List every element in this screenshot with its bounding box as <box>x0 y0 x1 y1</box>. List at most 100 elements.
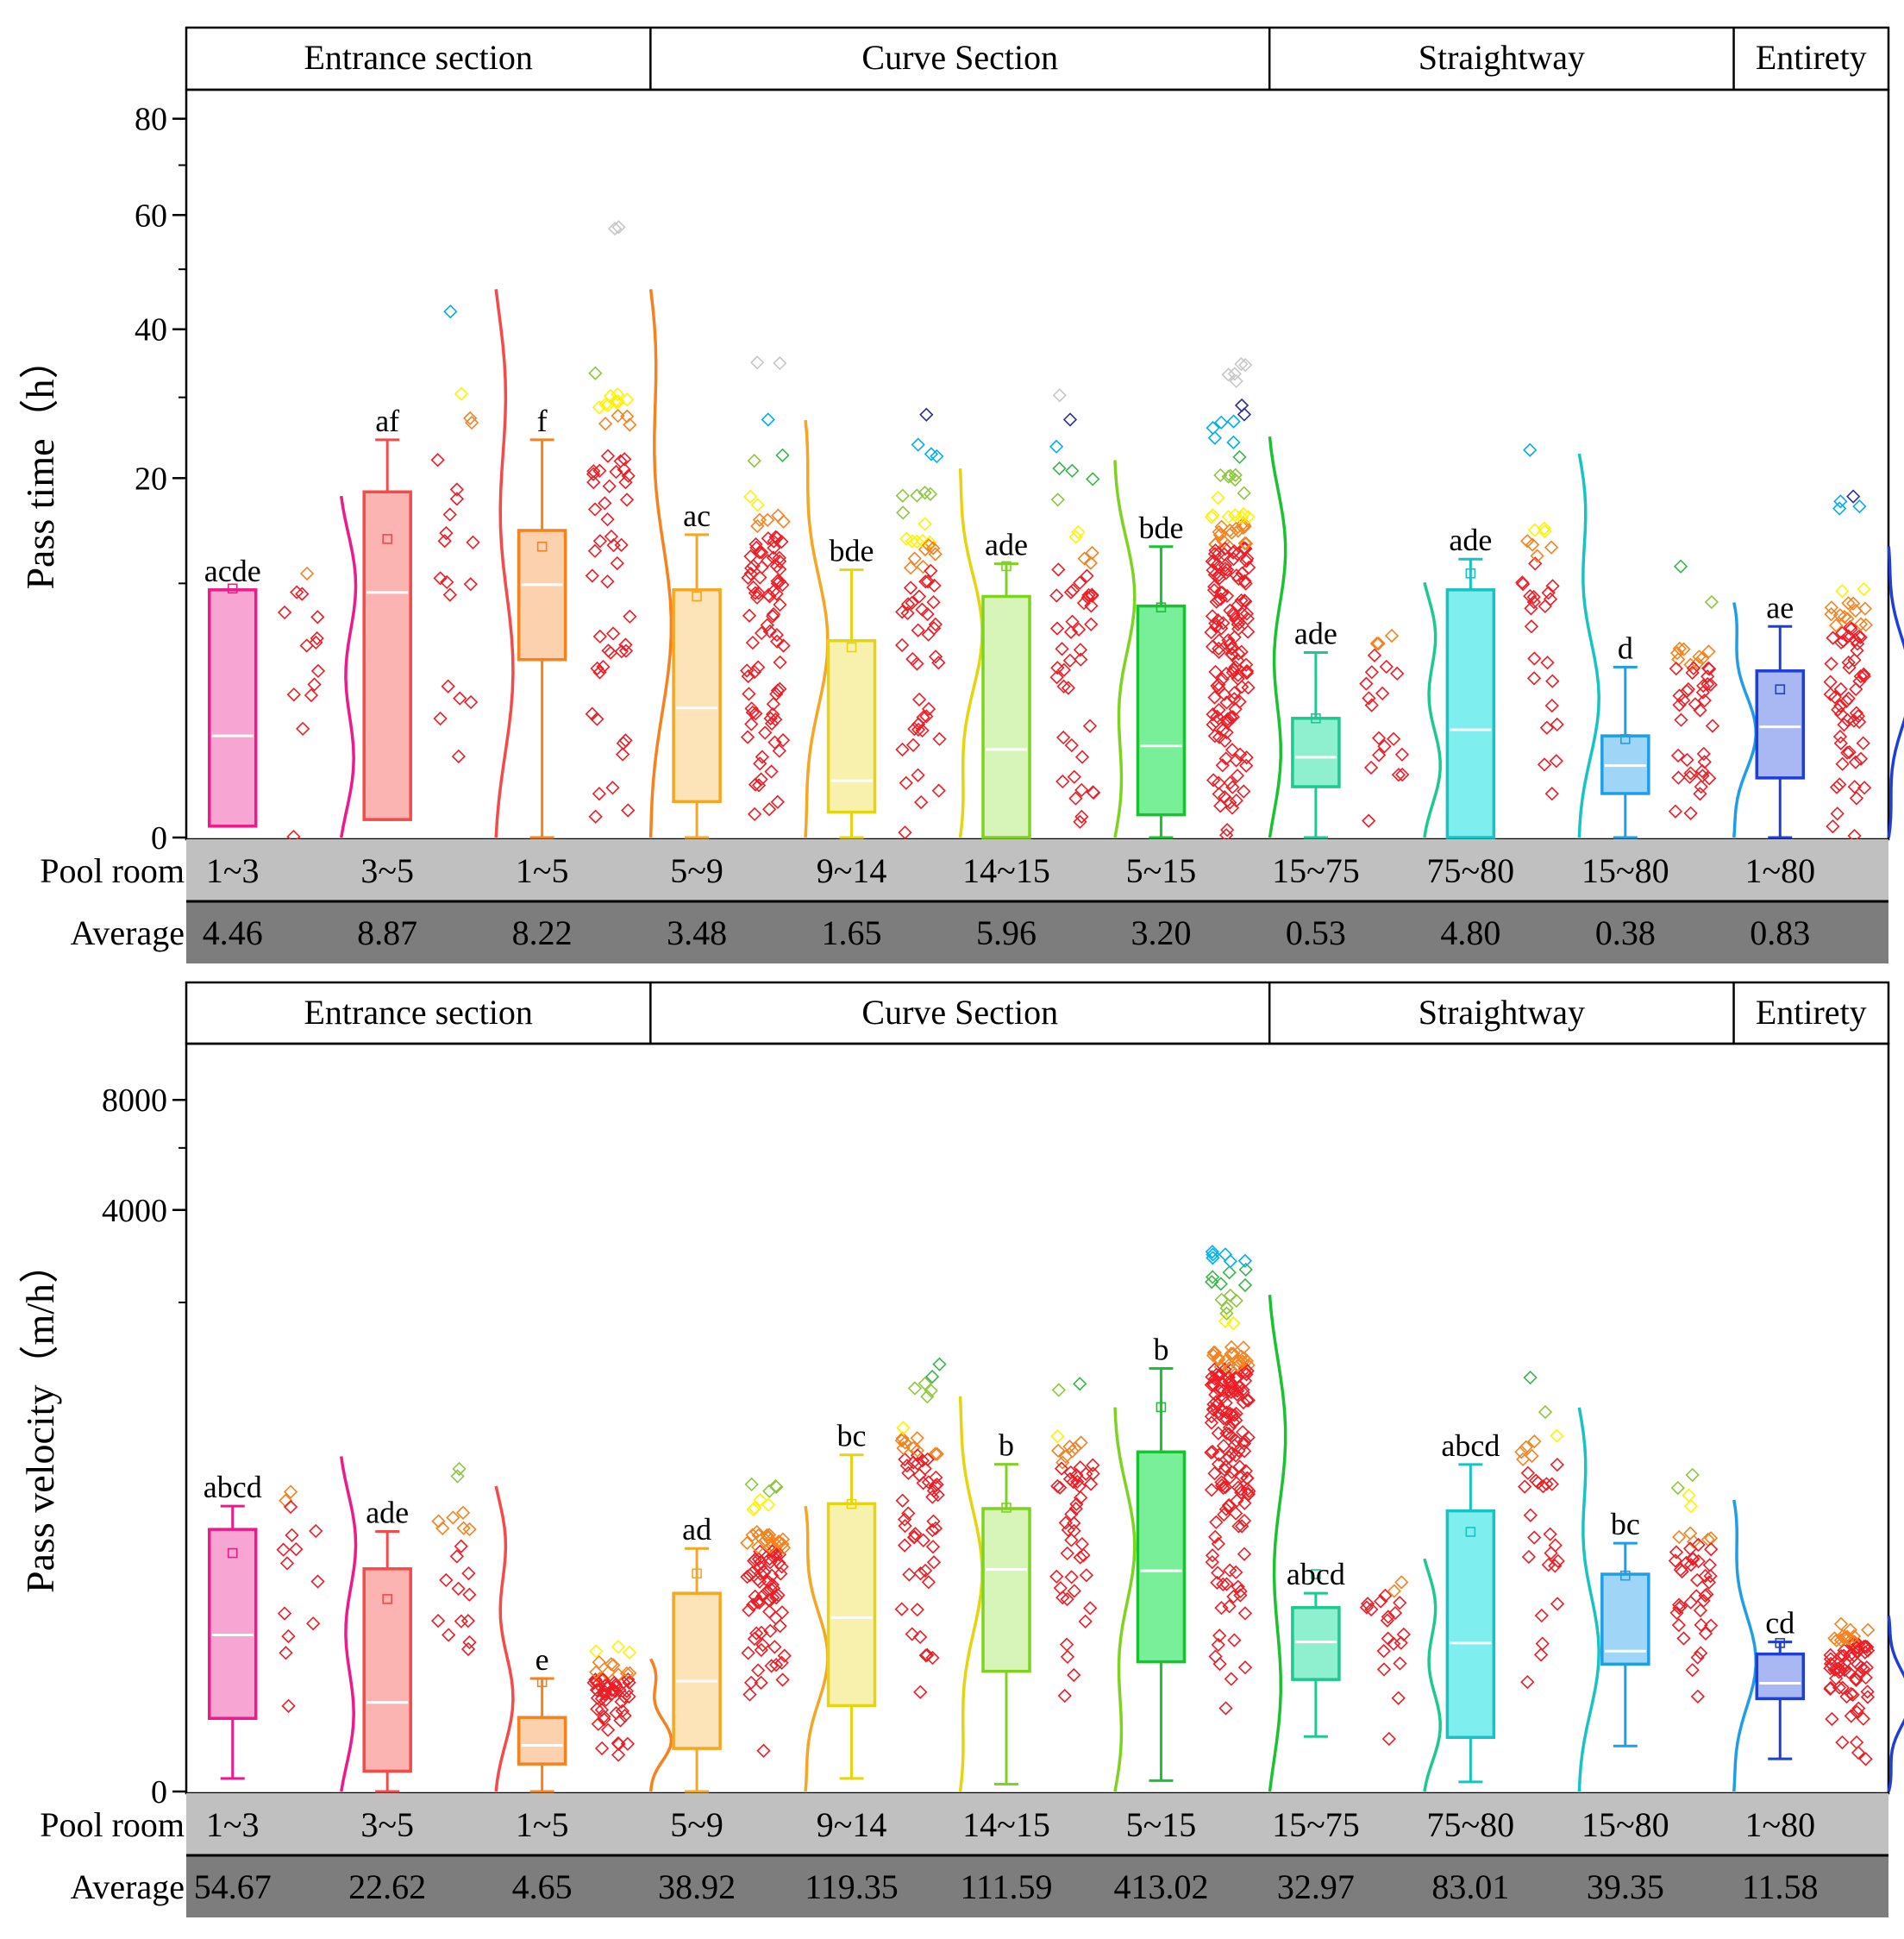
scatter-point <box>774 1605 790 1620</box>
scatter-point <box>931 783 946 798</box>
scatter-point <box>911 1456 925 1471</box>
scatter-point <box>1237 1547 1252 1561</box>
scatter-point <box>1693 703 1707 718</box>
scatter-point <box>742 1567 757 1583</box>
scatter-point <box>602 479 617 493</box>
scatter-point <box>913 1629 928 1645</box>
scatter-point <box>1209 1395 1224 1409</box>
scatter-point <box>1205 1554 1219 1570</box>
scatter-point <box>1545 674 1560 688</box>
scatter-point <box>1702 1558 1717 1572</box>
scatter-point <box>1237 1606 1253 1621</box>
scatter-point <box>1223 1563 1237 1578</box>
scatter-point <box>1241 510 1256 524</box>
scatter-point <box>1850 1704 1864 1719</box>
scatter-point <box>1232 694 1247 709</box>
scatter-point <box>1523 442 1538 457</box>
scatter-point <box>1214 415 1229 430</box>
scatter-point <box>1239 750 1254 765</box>
iqr-box <box>1755 669 1806 780</box>
scatter-point <box>1216 1383 1231 1398</box>
pool-room-value: 5~9 <box>670 1805 723 1844</box>
scatter-point <box>1083 1477 1099 1491</box>
scatter-point <box>1846 1628 1862 1644</box>
scatter-point <box>1218 733 1232 749</box>
scatter-point <box>277 605 292 620</box>
average-label: Average <box>71 1867 185 1906</box>
scatter-point <box>1698 1588 1713 1603</box>
scatter-point <box>1529 1473 1544 1488</box>
significance-letter: abcd <box>204 1470 262 1504</box>
scatter-point <box>1703 1618 1719 1633</box>
scatter-point <box>1833 706 1849 722</box>
scatter-point <box>1223 710 1238 725</box>
scatter-point <box>761 512 775 527</box>
scatter-point <box>1214 1601 1229 1616</box>
scatter-point <box>433 711 448 726</box>
scatter-point <box>453 691 467 706</box>
scatter-point <box>1058 1449 1074 1464</box>
scatter-point <box>1688 697 1703 712</box>
scatter-point <box>1212 1368 1227 1383</box>
scatter-point <box>1238 1464 1253 1478</box>
box-group: abcd <box>1441 1371 1600 1792</box>
average-value: 413.02 <box>1113 1867 1208 1906</box>
scatter-point <box>589 1644 604 1659</box>
scatter-point <box>920 1452 935 1467</box>
scatter-point <box>1233 1482 1248 1497</box>
scatter-point <box>1685 1467 1700 1483</box>
scatter-point <box>915 1453 930 1468</box>
scatter-point <box>916 1533 930 1547</box>
scatter-point <box>1065 463 1080 478</box>
scatter-point <box>756 1743 771 1758</box>
scatter-point <box>1211 1637 1225 1653</box>
scatter-point <box>1367 648 1382 662</box>
scatter-point <box>1221 633 1236 648</box>
section-label: Entrance section <box>304 993 532 1032</box>
scatter-point <box>751 1663 766 1678</box>
iqr-box <box>1136 1450 1187 1664</box>
scatter-point <box>761 412 775 427</box>
scatter-point <box>1085 588 1099 603</box>
density-curve <box>1113 1407 1137 1792</box>
scatter-point <box>898 1519 912 1534</box>
scatter-point <box>1694 1617 1708 1632</box>
scatter-point <box>1825 1711 1839 1727</box>
scatter-point <box>767 1640 782 1654</box>
scatter-point <box>741 668 755 684</box>
scatter-point <box>772 554 787 568</box>
scatter-point <box>283 1484 298 1499</box>
scatter-point <box>449 482 464 497</box>
mean-marker <box>1465 568 1476 579</box>
scatter-point <box>1857 667 1871 681</box>
box-group: f <box>517 220 673 839</box>
scatter-point <box>1696 678 1711 693</box>
scatter-point <box>1682 769 1697 785</box>
scatter-point <box>1234 644 1249 659</box>
scatter-point <box>923 486 938 502</box>
scatter-point <box>752 1574 767 1589</box>
scatter-point <box>1204 1409 1219 1424</box>
scatter-point <box>1857 581 1871 597</box>
scatter-point <box>309 1523 323 1539</box>
scatter-point <box>1682 1488 1696 1503</box>
scatter-point <box>1221 1427 1237 1441</box>
scatter-point <box>463 694 479 710</box>
mean-marker <box>382 534 392 544</box>
scatter-point <box>1537 757 1552 772</box>
scatter-point <box>1218 558 1233 573</box>
y-tick-label: 4000 <box>102 1193 167 1229</box>
scatter-point <box>1550 1597 1565 1611</box>
scatter-point <box>430 1613 446 1628</box>
scatter-point <box>591 1716 605 1731</box>
scatter-point <box>460 1641 476 1657</box>
scatter-point <box>1670 1480 1685 1496</box>
scatter-point <box>1362 691 1376 706</box>
scatter-point <box>1824 600 1839 615</box>
scatter-point <box>1073 575 1087 590</box>
scatter-point <box>1521 1549 1537 1565</box>
scatter-point <box>1056 679 1071 693</box>
scatter-point <box>895 605 910 619</box>
scatter-point <box>586 474 601 490</box>
scatter-point <box>1208 1529 1223 1544</box>
